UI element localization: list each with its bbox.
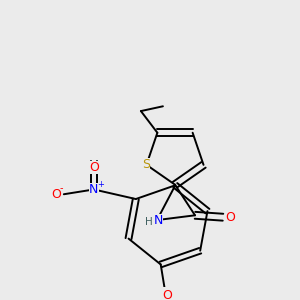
Text: O: O <box>89 160 99 174</box>
Text: O: O <box>226 211 236 224</box>
Text: O: O <box>51 188 61 201</box>
Text: N: N <box>154 214 163 226</box>
Text: -: - <box>60 184 63 194</box>
Text: H: H <box>145 217 152 226</box>
Text: N: N <box>89 183 98 196</box>
Text: +: + <box>97 180 104 189</box>
Text: S: S <box>142 158 151 171</box>
Text: O: O <box>162 289 172 300</box>
